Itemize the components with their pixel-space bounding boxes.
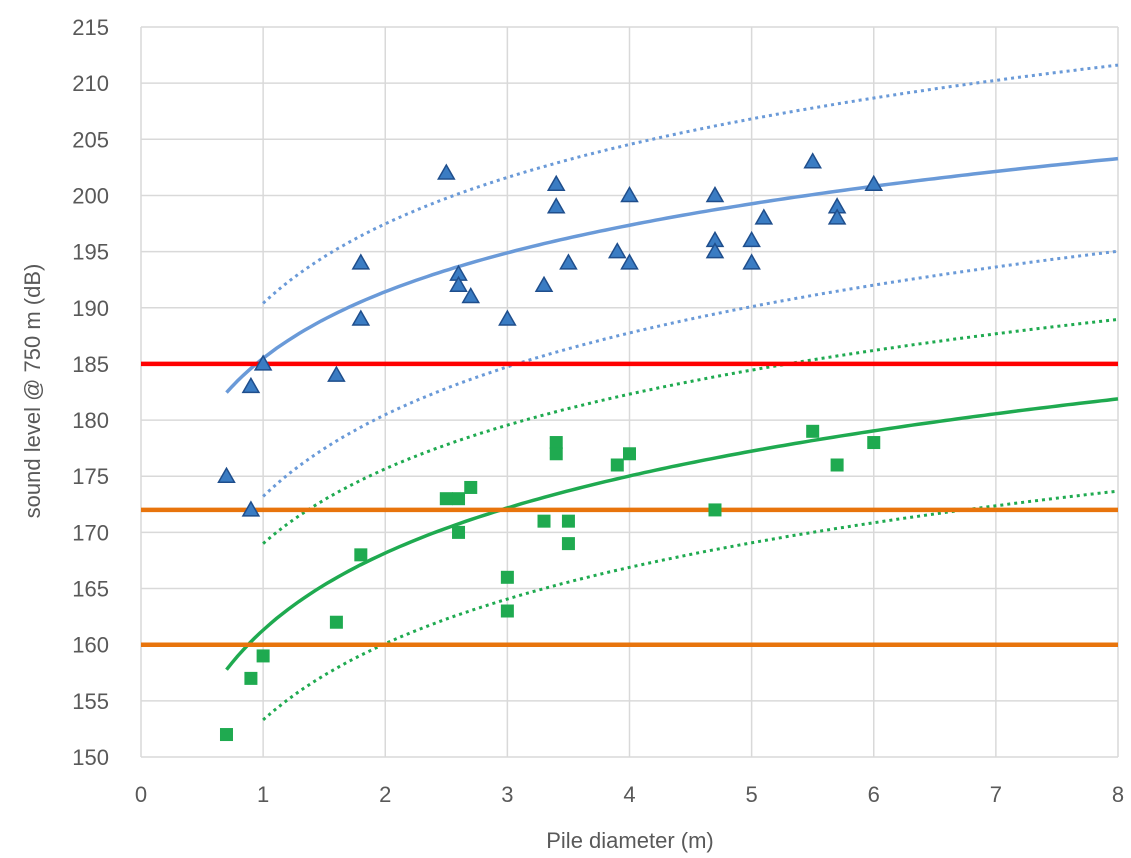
y-tick-label: 155 bbox=[72, 689, 109, 714]
triangle-point bbox=[437, 163, 456, 180]
x-tick-label: 8 bbox=[1112, 782, 1124, 807]
square-point bbox=[867, 436, 881, 450]
y-tick-label: 190 bbox=[72, 296, 109, 321]
x-tick-label: 3 bbox=[501, 782, 513, 807]
trend-line-dotted bbox=[262, 317, 1119, 545]
square-point bbox=[623, 447, 636, 461]
data-markers bbox=[217, 152, 884, 742]
trend-line-dotted bbox=[262, 63, 1119, 305]
triangle-point bbox=[742, 230, 761, 248]
triangle-point bbox=[803, 152, 822, 169]
triangle-point bbox=[620, 253, 639, 270]
triangle-point bbox=[534, 275, 554, 293]
square-point bbox=[256, 649, 270, 663]
x-axis-title: Pile diameter (m) bbox=[546, 828, 713, 853]
square-point bbox=[561, 537, 575, 551]
x-tick-label: 1 bbox=[257, 782, 269, 807]
square-point bbox=[830, 458, 844, 472]
x-tick-label: 4 bbox=[623, 782, 635, 807]
triangle-point bbox=[327, 365, 346, 382]
triangle-point bbox=[620, 185, 639, 203]
triangle-point bbox=[461, 287, 481, 304]
x-tick-label: 7 bbox=[990, 782, 1002, 807]
square-point bbox=[806, 424, 820, 438]
triangle-point bbox=[559, 253, 578, 270]
threshold-lines bbox=[141, 361, 1118, 647]
triangle-point bbox=[253, 354, 273, 371]
trend-line-solid bbox=[225, 397, 1119, 671]
square-point bbox=[500, 604, 514, 618]
y-tick-label: 205 bbox=[72, 127, 109, 152]
trend-line-dotted bbox=[262, 249, 1119, 498]
y-tick-label: 150 bbox=[72, 745, 109, 770]
triangle-point bbox=[705, 185, 725, 203]
gridlines bbox=[140, 26, 1119, 758]
triangle-point bbox=[449, 275, 468, 293]
trend-line-solid bbox=[225, 156, 1119, 394]
y-tick-label: 215 bbox=[72, 15, 109, 40]
triangle-point bbox=[351, 253, 371, 270]
square-point bbox=[708, 503, 722, 517]
y-axis-tick-labels: 150 155 160 165 170 175 180 185 190 195 200 205 210 2… bbox=[72, 15, 109, 770]
triangle-point bbox=[754, 208, 774, 225]
triangle-point bbox=[546, 174, 566, 191]
y-tick-label: 180 bbox=[72, 408, 109, 433]
x-tick-label: 5 bbox=[746, 782, 758, 807]
square-point bbox=[354, 548, 368, 562]
triangle-point bbox=[827, 208, 847, 225]
square-point bbox=[610, 458, 624, 472]
square-point bbox=[464, 480, 478, 494]
y-tick-label: 175 bbox=[72, 464, 109, 489]
square-point bbox=[452, 492, 466, 506]
x-tick-label: 2 bbox=[379, 782, 391, 807]
square-point bbox=[537, 514, 551, 528]
triangle-point bbox=[498, 309, 517, 326]
triangle-point bbox=[217, 466, 236, 483]
square-point bbox=[219, 728, 233, 742]
triangle-point bbox=[241, 376, 261, 394]
square-point bbox=[561, 514, 575, 528]
x-tick-label: 6 bbox=[868, 782, 880, 807]
x-tick-label: 0 bbox=[135, 782, 147, 807]
triangle-point bbox=[864, 174, 884, 191]
square-point bbox=[549, 447, 563, 461]
square-point bbox=[500, 570, 514, 584]
y-tick-label: 210 bbox=[72, 71, 109, 96]
y-tick-label: 165 bbox=[72, 577, 109, 602]
triangle-point bbox=[351, 309, 371, 326]
y-tick-label: 200 bbox=[72, 183, 109, 208]
triangle-point bbox=[607, 242, 627, 259]
x-axis-tick-labels: 0 1 2 3 4 5 6 7 8 bbox=[135, 782, 1124, 807]
y-tick-label: 185 bbox=[72, 352, 109, 377]
y-tick-label: 160 bbox=[72, 633, 109, 658]
y-tick-label: 195 bbox=[72, 240, 109, 265]
triangle-point bbox=[546, 197, 566, 214]
y-axis-title: sound level @ 750 m (dB) bbox=[20, 264, 45, 519]
square-point bbox=[439, 492, 453, 506]
square-point bbox=[452, 525, 466, 539]
y-tick-label: 170 bbox=[72, 520, 109, 545]
square-point bbox=[329, 615, 343, 629]
square-point bbox=[549, 436, 563, 450]
triangle-point bbox=[742, 253, 761, 270]
square-point bbox=[244, 671, 258, 685]
triangle-point bbox=[705, 242, 725, 259]
triangle-point bbox=[241, 500, 261, 517]
